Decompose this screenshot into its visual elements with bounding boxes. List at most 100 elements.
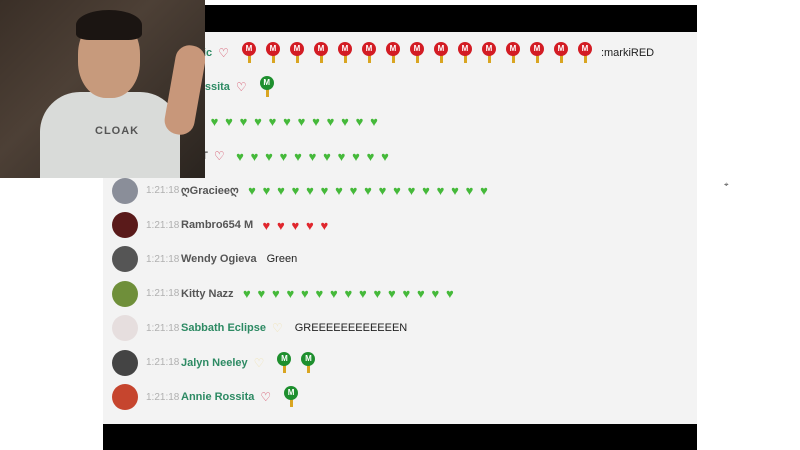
green-heart-icon: ♥	[242, 286, 251, 302]
green-heart-icon: ♥	[355, 114, 364, 130]
green-heart-icon: ♥	[341, 114, 349, 130]
lollipop-stick	[511, 55, 515, 63]
green-heart-icon: ♥	[291, 183, 300, 199]
author-name[interactable]: Kitty Nazz	[181, 287, 234, 300]
timestamp: 1:21:18	[146, 288, 180, 300]
lollipop-icon: M	[409, 42, 424, 56]
lollipop-stick	[583, 55, 587, 63]
green-heart-icon: ♥	[297, 114, 306, 130]
green-heart-icon: ♥	[422, 183, 430, 199]
author-name[interactable]: ღGracieeღ	[181, 185, 239, 198]
video-bottom-bar	[103, 424, 697, 450]
chat-message: 1:21:18 Rambro654 M ♥ ♥ ♥ ♥ ♥	[103, 210, 332, 240]
author-name[interactable]: Wendy Ogieva	[181, 253, 257, 266]
green-heart-icon: ♥	[480, 183, 488, 199]
lollipop-icon: M	[259, 76, 274, 91]
chat-message: 1:21:18 Sabbath Eclipse ♡ GREEEEEEEEEEEEN	[103, 313, 407, 343]
green-heart-icon: ♥	[262, 183, 271, 199]
member-heart-badge-icon: ♡	[213, 149, 225, 164]
lollipop-icon: M	[289, 42, 304, 56]
green-heart-icon: ♥	[358, 286, 367, 302]
lollipop-stick	[463, 55, 467, 63]
avatar[interactable]	[112, 212, 138, 238]
green-heart-icon: ♥	[329, 286, 338, 302]
red-heart-icon: ♥	[291, 217, 300, 233]
lollipop-icon: M	[529, 42, 544, 56]
green-heart-icon: ♥	[308, 148, 317, 164]
green-heart-icon: ♥	[335, 183, 343, 199]
lollipop-icon: M	[481, 42, 496, 56]
markired-emote-icon: M	[453, 41, 477, 65]
lollipop-stick	[271, 55, 275, 63]
markigreen-emote-icon: M	[255, 75, 279, 99]
green-heart-icon: ♥	[265, 148, 273, 164]
chat-message: 1:21:18 Jalyn Neeley ♡ M M	[103, 348, 320, 378]
timestamp: 1:21:18	[146, 253, 180, 265]
lollipop-icon: M	[457, 42, 472, 56]
timestamp: 1:21:18	[146, 391, 180, 403]
markired-emote-icon: M	[261, 41, 285, 65]
lollipop-icon: M	[337, 42, 352, 56]
lollipop-stick	[247, 55, 251, 63]
markired-emote-icon: M	[477, 41, 501, 65]
lollipop-stick	[487, 55, 491, 63]
lollipop-stick	[535, 55, 539, 63]
avatar[interactable]	[112, 315, 138, 342]
lollipop-icon: M	[553, 42, 568, 56]
red-heart-icon: ♥	[262, 217, 271, 233]
member-heart-badge-icon: ♡	[253, 355, 265, 370]
avatar[interactable]	[112, 246, 138, 273]
lollipop-icon: M	[265, 42, 280, 56]
markigreen-emote-icon: M	[296, 351, 320, 375]
green-heart-icon: ♥	[225, 114, 233, 130]
markired-emote-icon: M	[237, 41, 261, 65]
lollipop-stick	[343, 55, 347, 63]
markired-emote-icon: M	[429, 41, 453, 65]
green-heart-icon: ♥	[323, 148, 331, 164]
markigreen-emote-icon: M	[279, 385, 303, 409]
author-name[interactable]: Sabbath Eclipse	[181, 322, 266, 335]
green-heart-icon: ♥	[257, 286, 266, 302]
markired-emote-icon: M	[285, 41, 309, 65]
green-heart-icon: ♥	[306, 183, 314, 199]
green-heart-icon: ♥	[250, 148, 259, 164]
author-name[interactable]: Jalyn Neeley	[181, 356, 248, 369]
webcam-overlay: CLOAK	[0, 0, 205, 178]
lollipop-stick	[367, 55, 371, 63]
markired-emote-icon: M	[357, 41, 381, 65]
lollipop-stick	[290, 399, 294, 407]
lollipop-icon: M	[577, 42, 592, 56]
markired-emote-icon: M	[573, 41, 597, 65]
chat-message: 1:21:18 Annie Rossita ♡ M	[103, 382, 303, 412]
message-text: Green	[266, 253, 298, 266]
green-heart-icon: ♥	[387, 286, 396, 302]
message-text: GREEEEEEEEEEEEN	[294, 322, 408, 335]
green-heart-icon: ♥	[431, 286, 440, 302]
lollipop-icon: M	[505, 42, 520, 56]
avatar[interactable]	[112, 349, 138, 376]
green-heart-icon: ♥	[239, 114, 248, 130]
green-heart-icon: ♥	[366, 148, 375, 164]
green-heart-icon: ♥	[451, 183, 459, 199]
green-heart-icon: ♥	[344, 286, 353, 302]
lollipop-stick	[283, 364, 287, 373]
green-heart-icon: ♥	[236, 148, 244, 164]
green-heart-icon: ♥	[283, 114, 291, 130]
green-heart-icon: ♥	[416, 286, 425, 302]
green-heart-icon: ♥	[312, 114, 320, 130]
markired-emote-icon: M	[501, 41, 525, 65]
green-heart-icon: ♥	[286, 286, 295, 302]
avatar[interactable]	[112, 384, 138, 410]
author-name[interactable]: Rambro654 M	[181, 219, 254, 231]
avatar[interactable]	[112, 177, 138, 204]
author-name[interactable]: Annie Rossita	[181, 391, 255, 403]
red-heart-icon: ♥	[320, 217, 329, 233]
lollipop-icon: M	[385, 42, 400, 56]
lollipop-stick	[307, 364, 311, 373]
green-heart-icon: ♥	[378, 183, 387, 199]
avatar[interactable]	[112, 280, 138, 307]
green-heart-icon: ♥	[436, 183, 445, 199]
mouse-cursor-icon: ⌖	[724, 180, 729, 189]
green-heart-icon: ♥	[294, 148, 302, 164]
member-heart-badge-icon: ♡	[260, 390, 272, 404]
